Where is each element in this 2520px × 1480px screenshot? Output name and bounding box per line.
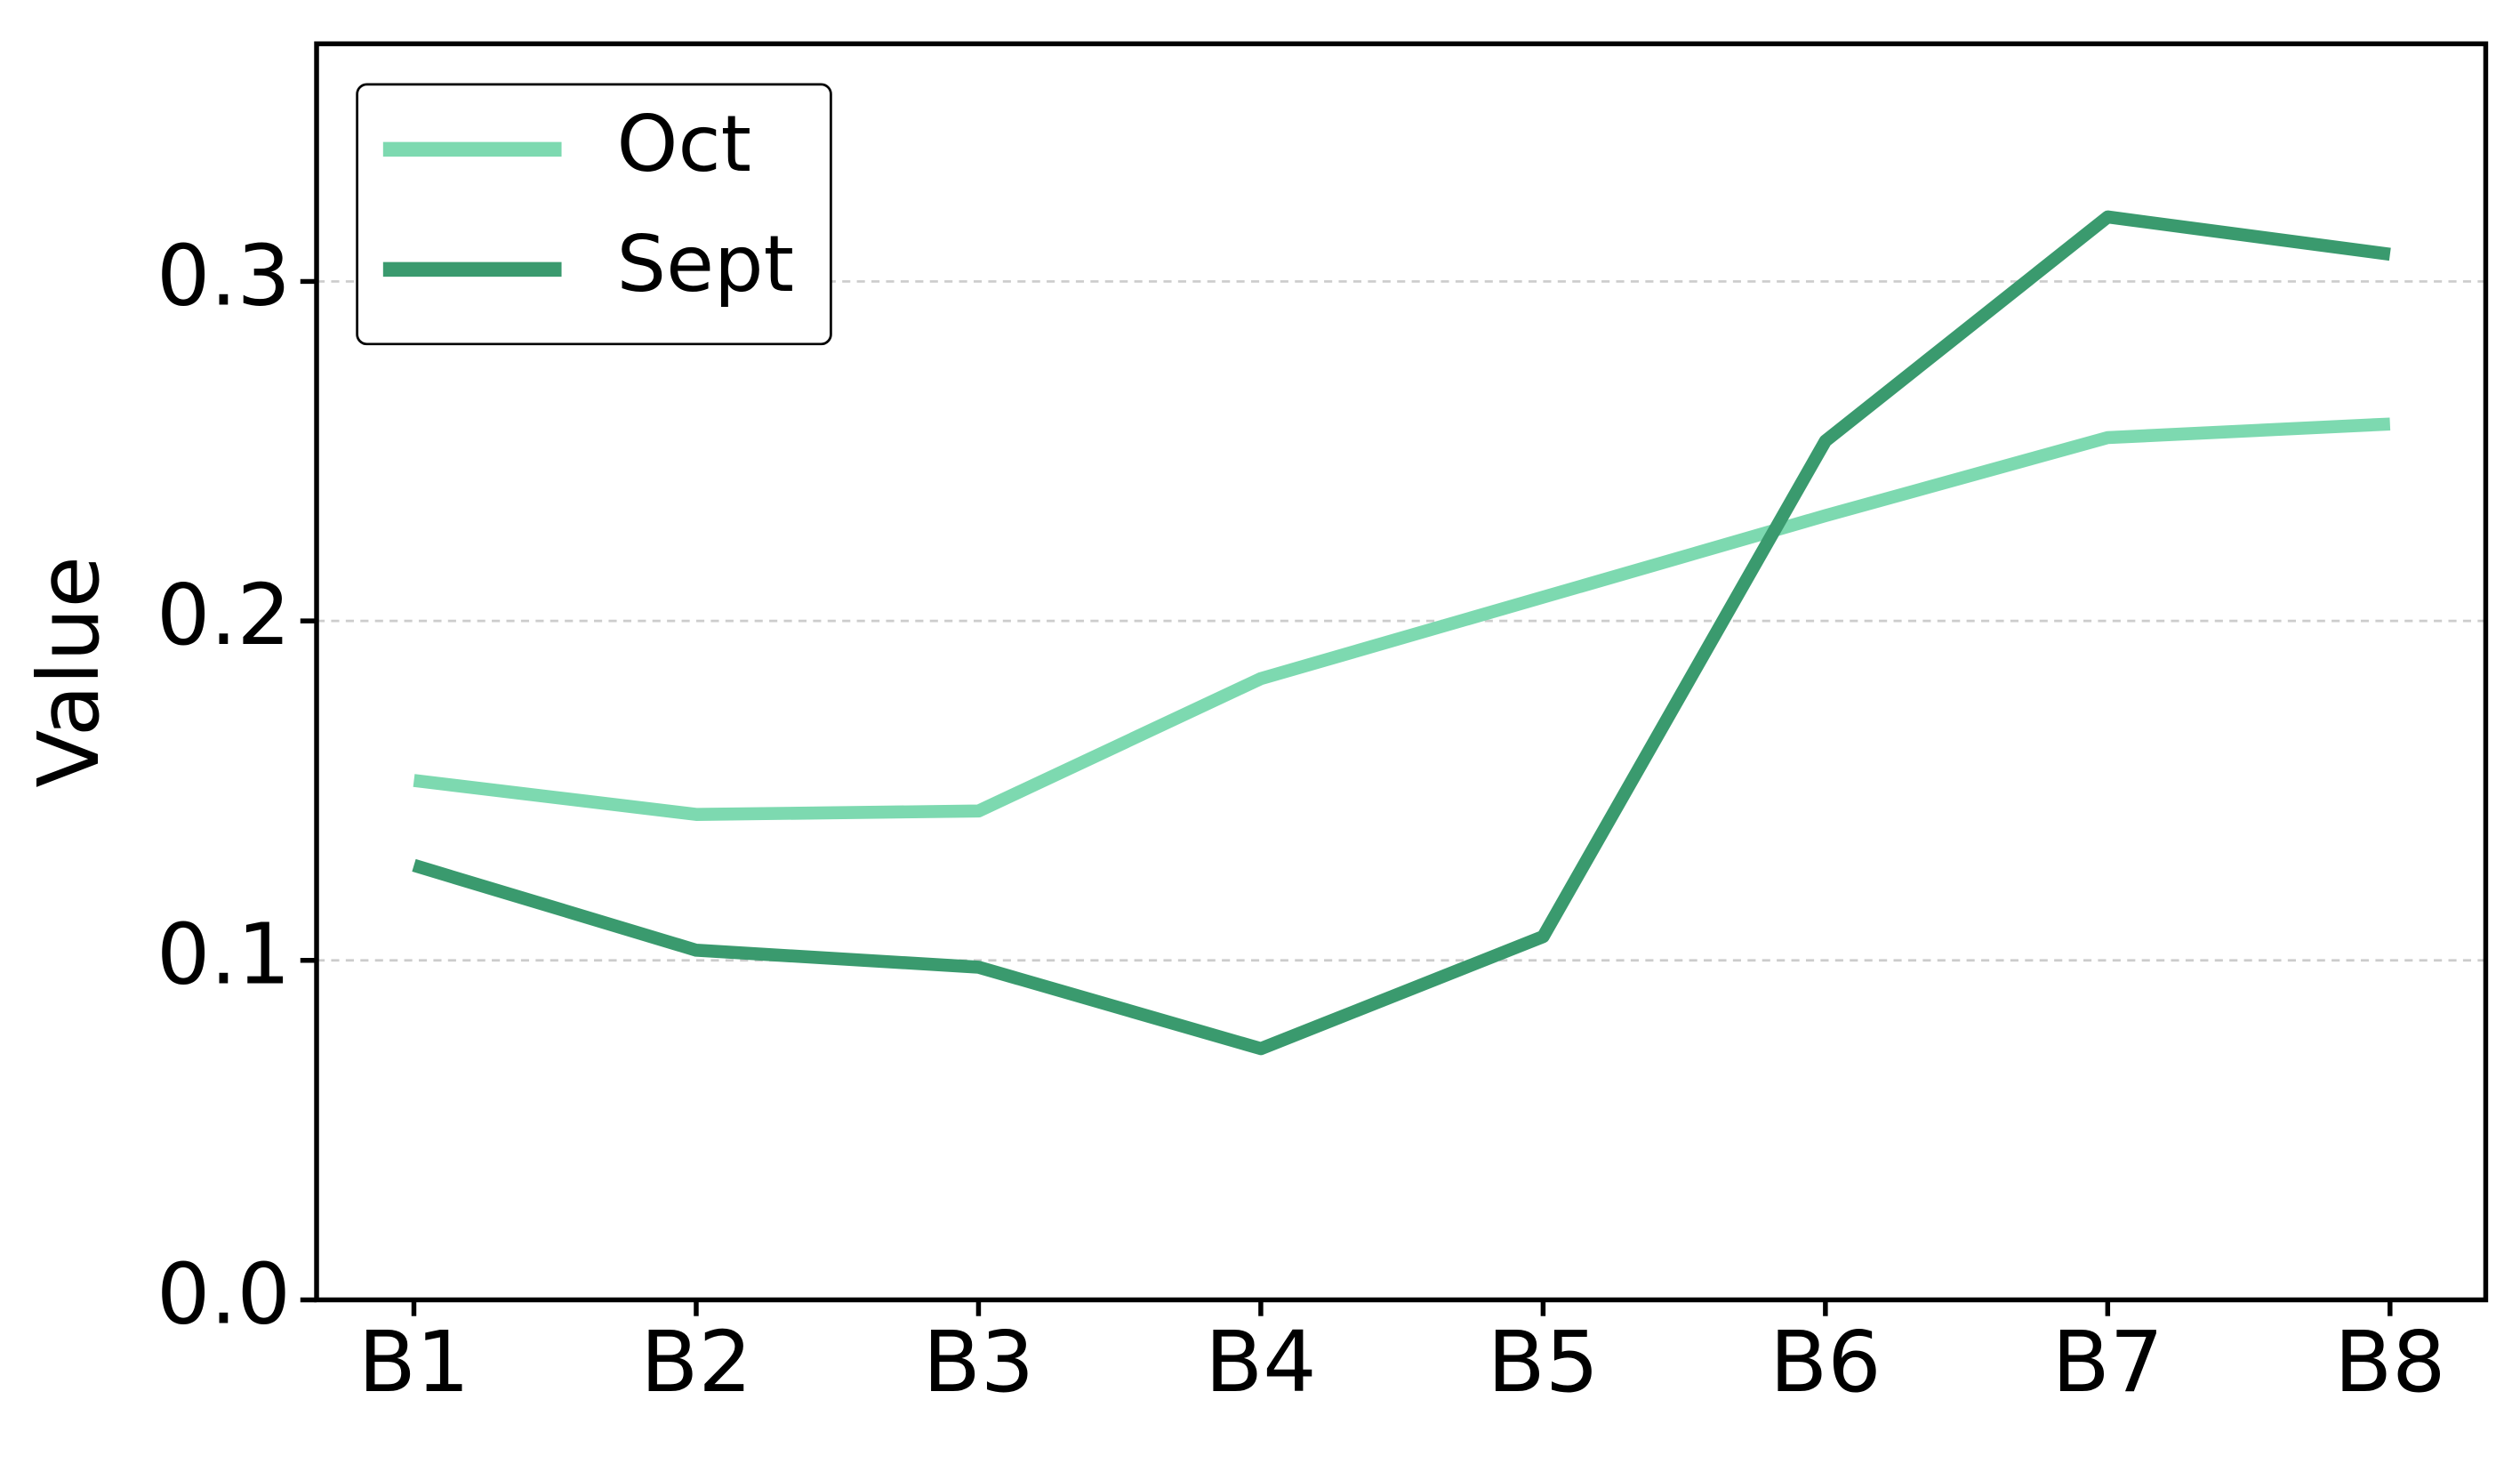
x-tick-label: B7: [2052, 1314, 2163, 1412]
legend-label: Oct: [617, 99, 751, 189]
x-tick-label: B1: [358, 1314, 469, 1412]
data-line: [413, 417, 2391, 821]
x-tick-label: B4: [1205, 1314, 1316, 1412]
legend-label: Sept: [617, 219, 794, 310]
y-axis-label: Value: [20, 556, 118, 788]
x-tick-label: B5: [1488, 1314, 1599, 1412]
plot-frame: [314, 41, 2489, 1303]
y-tick-label: 0.1: [156, 906, 291, 1004]
x-tick-label: B8: [2334, 1314, 2445, 1412]
x-tick-label: B6: [1770, 1314, 1881, 1412]
x-tick-label: B2: [640, 1314, 751, 1412]
y-tick-label: 0.2: [156, 567, 291, 664]
y-tick-label: 0.3: [156, 227, 291, 325]
y-tick-label: 0.0: [156, 1245, 291, 1343]
x-tick-label: B3: [923, 1314, 1034, 1412]
data-line: [412, 210, 2391, 1056]
